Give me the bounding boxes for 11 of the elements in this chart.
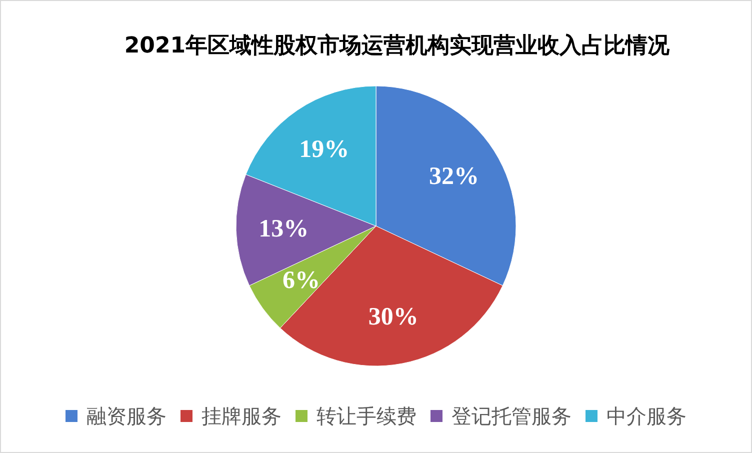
legend-label: 登记托管服务 xyxy=(452,404,572,428)
data-label: 32% xyxy=(429,162,480,190)
legend-label: 转让手续费 xyxy=(316,404,416,428)
legend-label: 挂牌服务 xyxy=(202,404,282,428)
chart-title: 2021年区域性股权市场运营机构实现营业收入占比情况 xyxy=(124,32,671,58)
data-label: 6% xyxy=(282,266,320,294)
data-label: 19% xyxy=(299,136,350,164)
data-label: 30% xyxy=(368,303,418,330)
legend-label: 融资服务 xyxy=(86,404,166,428)
legend-label: 中介服务 xyxy=(606,404,686,428)
data-label: 13% xyxy=(258,215,309,242)
